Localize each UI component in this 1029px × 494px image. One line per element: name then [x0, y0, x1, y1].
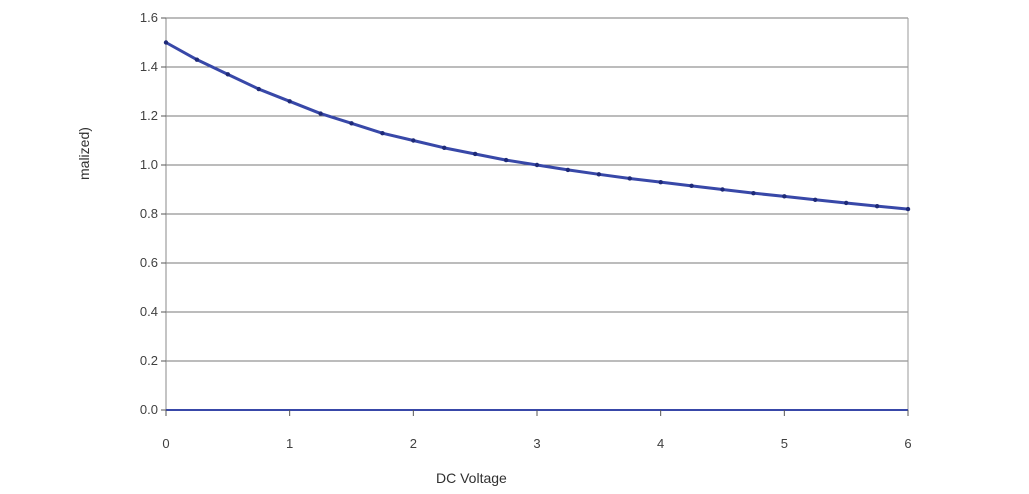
x-axis-label: DC Voltage	[436, 470, 507, 486]
y-tick-label: 0.6	[140, 255, 158, 270]
y-tick-label: 1.0	[140, 157, 158, 172]
data-point	[256, 86, 261, 92]
data-point	[843, 200, 849, 206]
data-point	[380, 130, 385, 136]
data-point	[565, 167, 571, 173]
data-point	[349, 121, 354, 126]
y-tick-label: 0.0	[140, 402, 158, 417]
data-point	[905, 206, 911, 212]
y-tick-label: 0.4	[140, 304, 158, 319]
data-point	[442, 145, 447, 151]
x-tick-label: 4	[657, 436, 664, 451]
x-tick-label: 1	[286, 436, 293, 451]
data-point	[596, 172, 602, 177]
data-point	[782, 194, 787, 199]
y-tick-label: 1.4	[140, 59, 158, 74]
series-layer	[163, 40, 911, 212]
y-axis-label: malized)	[76, 127, 92, 180]
y-tick-label: 1.6	[140, 10, 158, 25]
data-point	[751, 190, 756, 196]
data-point	[472, 151, 478, 157]
data-point	[411, 138, 416, 143]
data-point	[287, 99, 292, 104]
ticks-layer: 0.0 0.2 0.4 0.6 0.8 1.0 1.2 1.4 1.6 0 1 2 3 4 5 6	[140, 10, 912, 451]
data-point	[318, 111, 323, 116]
data-point	[874, 203, 880, 209]
data-point	[689, 183, 694, 189]
y-tick-label: 0.8	[140, 206, 158, 221]
x-tick-label: 3	[533, 436, 540, 451]
x-tick-label: 6	[904, 436, 911, 451]
data-point	[720, 187, 725, 192]
data-point	[813, 197, 818, 202]
data-point	[225, 72, 231, 77]
x-tick-label: 0	[162, 436, 169, 451]
grid-layer	[166, 17, 908, 362]
data-point	[627, 176, 632, 181]
y-tick-label: 1.2	[140, 108, 158, 123]
data-point	[194, 57, 200, 62]
data-point	[658, 179, 663, 185]
data-point	[534, 162, 540, 168]
y-tick-label: 0.2	[140, 353, 158, 368]
x-tick-label: 2	[410, 436, 417, 451]
x-tick-label: 5	[781, 436, 788, 451]
data-point	[503, 157, 509, 163]
data-point	[163, 40, 169, 45]
